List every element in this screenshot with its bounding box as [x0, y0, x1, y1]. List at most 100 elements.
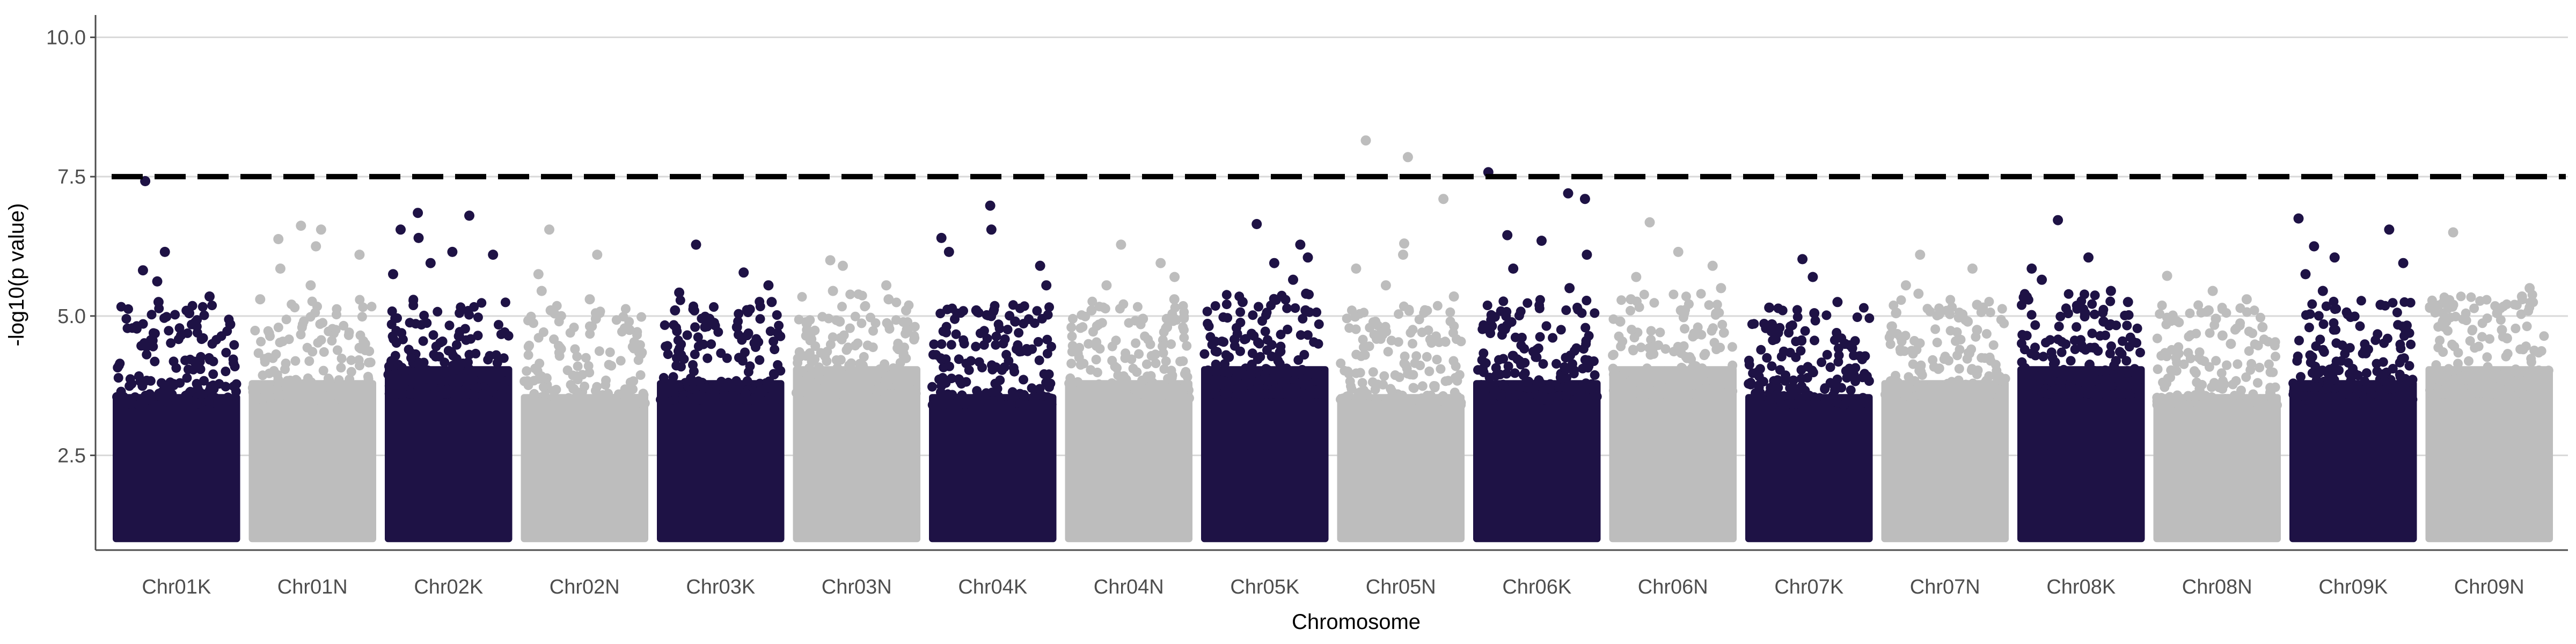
snp-peak-point: [488, 250, 499, 260]
snp-point: [290, 356, 301, 366]
snp-point: [1389, 399, 1400, 409]
snp-point: [1277, 378, 1287, 388]
snp-peak-point: [1972, 299, 1982, 310]
snp-point: [671, 361, 682, 371]
snp-peak-point: [1155, 258, 1166, 268]
snp-point: [1165, 389, 1175, 399]
snp-point: [473, 312, 483, 323]
snp-point: [658, 372, 669, 383]
snp-point: [2539, 331, 2549, 341]
snp-point: [1297, 378, 1307, 388]
snp-point: [1618, 336, 1628, 347]
snp-point: [1747, 319, 1757, 330]
snp-peak-point: [413, 232, 424, 243]
snp-point: [1849, 400, 1860, 410]
snp-point: [702, 353, 713, 363]
snp-point: [1158, 341, 1167, 352]
snp-point: [1717, 319, 1728, 330]
snp-point: [2132, 338, 2142, 348]
snp-point: [977, 362, 987, 372]
snp-point: [1203, 319, 1213, 328]
snp-point: [662, 341, 672, 351]
snp-point: [1513, 382, 1523, 392]
snp-density-band: [1065, 380, 1192, 543]
snp-peak-point: [763, 280, 774, 291]
snp-point: [1283, 324, 1293, 334]
snp-point: [2078, 343, 2088, 353]
snp-point: [231, 386, 241, 397]
snp-point: [1223, 313, 1233, 323]
snp-density-band: [385, 366, 513, 543]
snp-point: [891, 297, 902, 308]
snp-point: [469, 302, 479, 312]
snp-point: [2321, 393, 2331, 404]
snp-point: [1896, 295, 1906, 305]
snp-peak-point: [2329, 252, 2340, 263]
snp-point: [344, 327, 354, 338]
snp-point: [2314, 368, 2324, 378]
snp-density-band: [248, 380, 376, 543]
snp-point: [1810, 335, 1819, 346]
snp-point: [1402, 363, 1412, 374]
snp-point: [1987, 384, 1997, 394]
snp-point: [464, 389, 474, 399]
snp-point: [1018, 390, 1028, 400]
chromosome-chr03k: [656, 239, 786, 543]
snp-point: [1262, 364, 1272, 375]
snp-point: [447, 347, 457, 357]
snp-point: [1014, 328, 1024, 338]
snp-point: [2191, 368, 2201, 378]
snp-density-band: [2153, 394, 2281, 543]
snp-point: [392, 313, 402, 323]
snp-point: [2482, 313, 2492, 324]
snp-point: [2132, 323, 2142, 333]
snp-point: [1008, 300, 1018, 310]
snp-point: [1822, 398, 1832, 408]
snp-point: [1707, 326, 1717, 336]
snp-point: [2105, 348, 2115, 358]
snp-point: [950, 314, 960, 324]
snp-point: [1351, 349, 1362, 360]
snp-point: [1649, 298, 1659, 308]
snp-point: [1629, 333, 1640, 343]
snp-point: [1796, 346, 1806, 356]
snp-point: [2321, 301, 2331, 311]
snp-point: [1519, 343, 1529, 354]
snp-point: [1408, 339, 1417, 349]
snp-point: [2184, 332, 2194, 342]
snp-density-band: [1337, 394, 1465, 543]
snp-point: [927, 382, 937, 392]
snp-point: [231, 379, 241, 389]
snp-point: [310, 393, 320, 403]
snp-point: [1045, 378, 1056, 389]
snp-point: [2472, 370, 2482, 380]
snp-point: [280, 364, 290, 375]
snp-point: [945, 361, 954, 371]
snp-point: [635, 370, 646, 380]
snp-point: [946, 340, 956, 350]
snp-point: [2171, 353, 2181, 363]
snp-point: [1660, 344, 1671, 354]
snp-peak-point: [2026, 264, 2037, 274]
snp-point: [2312, 394, 2323, 404]
snp-peak-point: [225, 319, 236, 330]
snp-point: [2360, 345, 2370, 355]
snp-peak-point: [1360, 135, 1371, 146]
snp-point: [770, 345, 780, 355]
snp-point: [364, 346, 375, 356]
snp-point: [1778, 400, 1788, 410]
snp-point: [2017, 357, 2027, 367]
snp-point: [1518, 370, 1528, 380]
snp-point: [154, 389, 164, 399]
snp-point: [208, 369, 218, 379]
snp-point: [2292, 356, 2302, 366]
snp-point: [2161, 319, 2171, 330]
snp-point: [797, 367, 808, 377]
snp-point: [556, 311, 566, 321]
snp-point: [2315, 334, 2325, 345]
snp-point: [1117, 393, 1127, 403]
snp-peak-point: [1508, 264, 1519, 274]
snp-point: [1476, 394, 1487, 404]
snp-point: [1314, 319, 1324, 330]
snp-point: [2485, 334, 2494, 344]
